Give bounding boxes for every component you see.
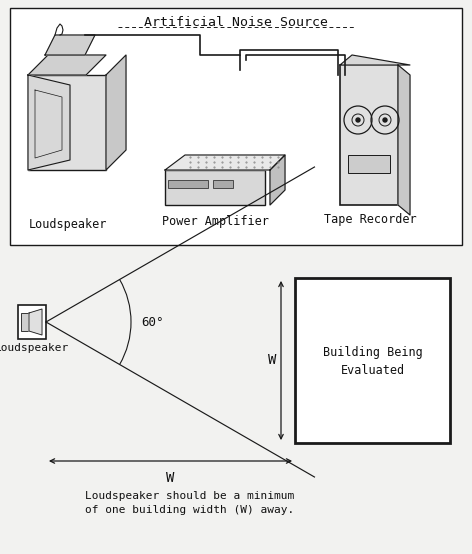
Bar: [21, 313, 29, 331]
Bar: [18, 305, 46, 339]
Polygon shape: [45, 35, 95, 55]
Text: 60°: 60°: [141, 315, 163, 329]
Text: W: W: [166, 471, 175, 485]
Bar: [348, 155, 390, 173]
Polygon shape: [29, 309, 42, 335]
Text: Power Amplifier: Power Amplifier: [161, 215, 269, 228]
Polygon shape: [165, 155, 285, 170]
Polygon shape: [106, 55, 126, 170]
Polygon shape: [28, 75, 70, 170]
Bar: [168, 180, 208, 188]
Polygon shape: [28, 55, 106, 75]
Polygon shape: [340, 55, 410, 65]
Bar: [340, 65, 398, 205]
Bar: [10, 8, 462, 245]
Bar: [28, 75, 106, 170]
Text: Loudspeaker: Loudspeaker: [0, 343, 69, 353]
Text: Evaluated: Evaluated: [340, 364, 405, 377]
Text: Loudspeaker should be a minimum: Loudspeaker should be a minimum: [85, 491, 295, 501]
Polygon shape: [398, 65, 410, 215]
Polygon shape: [270, 155, 285, 205]
Bar: [213, 180, 233, 188]
Bar: [165, 170, 265, 205]
Text: Loudspeaker: Loudspeaker: [29, 218, 107, 231]
Text: W: W: [268, 353, 276, 367]
Text: Building Being: Building Being: [323, 346, 422, 359]
Text: Tape Recorder: Tape Recorder: [324, 213, 416, 226]
Bar: [295, 278, 450, 443]
Text: Artificial Noise Source: Artificial Noise Source: [144, 16, 328, 28]
Circle shape: [356, 118, 360, 122]
Text: of one building width (W) away.: of one building width (W) away.: [85, 505, 295, 515]
Circle shape: [383, 118, 387, 122]
